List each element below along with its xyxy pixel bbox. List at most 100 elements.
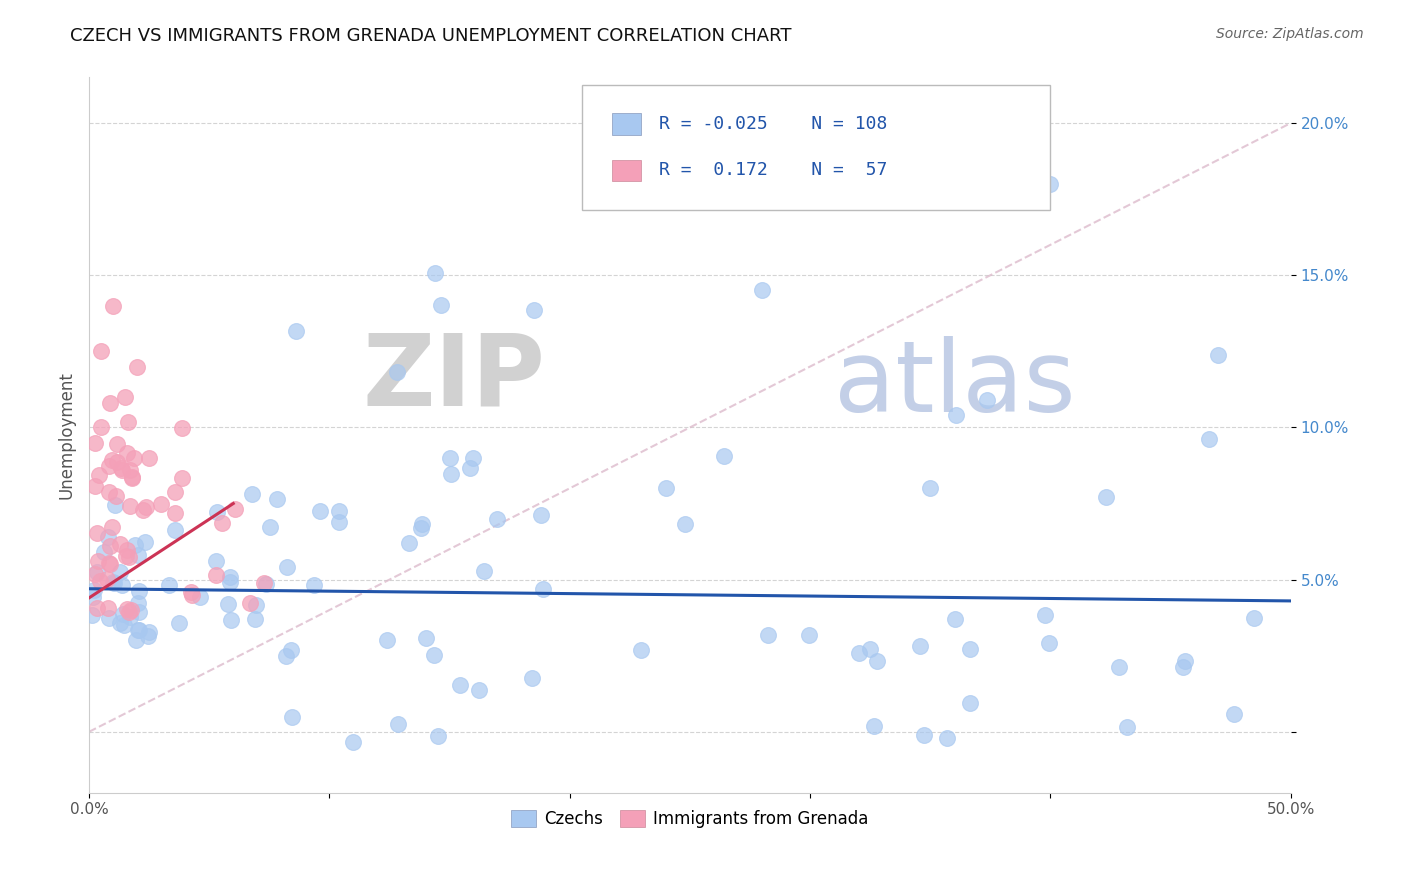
Point [157, 578, 180, 592]
Point [165, 507, 187, 521]
Point [304, 578, 326, 592]
Text: CZECH VS IMMIGRANTS FROM GRENADA UNEMPLOYMENT CORRELATION CHART: CZECH VS IMMIGRANTS FROM GRENADA UNEMPLO… [70, 27, 792, 45]
Point [128, 583, 150, 598]
Point [111, 577, 134, 591]
Text: R =  0.172    N =  57: R = 0.172 N = 57 [658, 161, 887, 179]
Point [108, 615, 131, 630]
Point [103, 574, 125, 589]
Point [122, 451, 145, 466]
Point [93, 544, 115, 558]
Point [127, 623, 149, 637]
Point [253, 576, 276, 591]
Point [104, 499, 127, 513]
Point [86, 600, 108, 615]
Point [90, 344, 112, 359]
Point [259, 520, 281, 534]
Point [254, 576, 277, 591]
Point [863, 719, 886, 733]
Point [472, 564, 495, 578]
Point [105, 455, 128, 469]
Point [756, 628, 779, 642]
Point [1243, 611, 1265, 625]
Point [98, 557, 121, 571]
Point [461, 451, 484, 466]
Point [959, 696, 981, 710]
Point [387, 717, 409, 731]
Point [134, 534, 156, 549]
Point [409, 521, 432, 535]
Point [284, 324, 307, 338]
Point [467, 683, 489, 698]
Point [83, 582, 105, 597]
Point [976, 392, 998, 407]
Point [103, 575, 125, 590]
Point [98, 540, 121, 554]
Point [245, 599, 267, 613]
Point [523, 302, 546, 317]
Point [439, 450, 461, 465]
Point [98, 396, 121, 410]
Point [118, 605, 141, 619]
Point [866, 654, 889, 668]
Point [423, 648, 446, 662]
Legend: Czechs, Immigrants from Grenada: Czechs, Immigrants from Grenada [505, 803, 876, 834]
Point [485, 511, 508, 525]
Point [1115, 721, 1137, 735]
Point [101, 299, 124, 313]
Point [170, 471, 193, 485]
Point [124, 538, 146, 552]
Point [115, 446, 138, 460]
Point [1174, 654, 1197, 668]
Point [205, 568, 228, 582]
Point [132, 503, 155, 517]
Point [163, 523, 186, 537]
Text: Source: ZipAtlas.com: Source: ZipAtlas.com [1216, 27, 1364, 41]
Point [205, 505, 228, 519]
Point [120, 603, 142, 617]
Point [98, 556, 121, 570]
Point [328, 516, 350, 530]
Point [430, 298, 453, 312]
Point [136, 629, 159, 643]
Point [531, 582, 554, 596]
Point [1033, 608, 1056, 623]
Point [266, 492, 288, 507]
Point [328, 504, 350, 518]
Point [96, 572, 118, 586]
Point [224, 502, 246, 516]
Point [1198, 432, 1220, 446]
Point [1095, 490, 1118, 504]
Point [125, 632, 148, 647]
Point [112, 607, 135, 621]
Point [80, 608, 103, 623]
Point [1039, 177, 1062, 191]
Point [128, 605, 150, 619]
Point [219, 575, 242, 590]
Point [100, 520, 122, 534]
Point [87, 467, 110, 482]
Point [83, 435, 105, 450]
Point [713, 450, 735, 464]
Point [219, 613, 242, 627]
Point [910, 640, 932, 654]
Point [1108, 660, 1130, 674]
Point [112, 618, 135, 632]
Point [751, 284, 773, 298]
Point [181, 588, 204, 602]
Point [138, 450, 160, 465]
Point [98, 484, 121, 499]
Point [135, 500, 157, 514]
Point [449, 678, 471, 692]
Point [460, 460, 482, 475]
Point [108, 565, 131, 579]
Point [243, 611, 266, 625]
Text: R = -0.025    N = 108: R = -0.025 N = 108 [658, 115, 887, 133]
Point [274, 648, 297, 663]
Point [127, 548, 149, 562]
Point [188, 590, 211, 604]
Point [211, 516, 233, 531]
Point [530, 508, 553, 522]
Point [398, 535, 420, 549]
Bar [612, 160, 641, 181]
Point [163, 484, 186, 499]
